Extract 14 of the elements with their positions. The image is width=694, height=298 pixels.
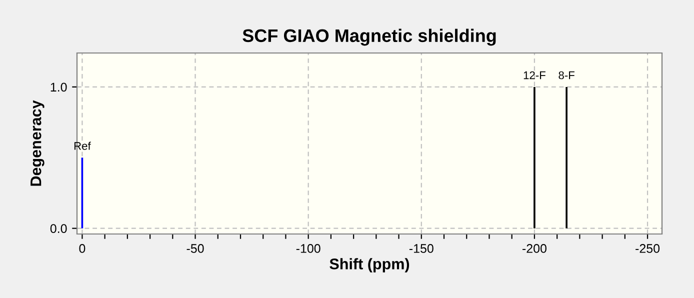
x-axis-title: Shift (ppm): [330, 258, 410, 272]
x-tick-label: -100: [296, 244, 320, 253]
y-axis-title: Degeneracy: [30, 100, 44, 186]
annotation: Ref: [74, 142, 91, 150]
x-tick-label: -150: [409, 244, 434, 253]
x-tick-label: -250: [636, 244, 660, 253]
x-tick-label: -50: [186, 244, 204, 253]
annotation: 8-F: [558, 71, 574, 80]
x-tick-label: 0: [79, 244, 86, 253]
y-tick-label: 0.0: [50, 224, 67, 233]
annotation: 12-F: [524, 71, 546, 80]
chart-title: SCF GIAO Magnetic shielding: [242, 28, 496, 46]
x-tick-label: -200: [522, 244, 546, 253]
y-tick-label: 1.0: [50, 82, 67, 92]
